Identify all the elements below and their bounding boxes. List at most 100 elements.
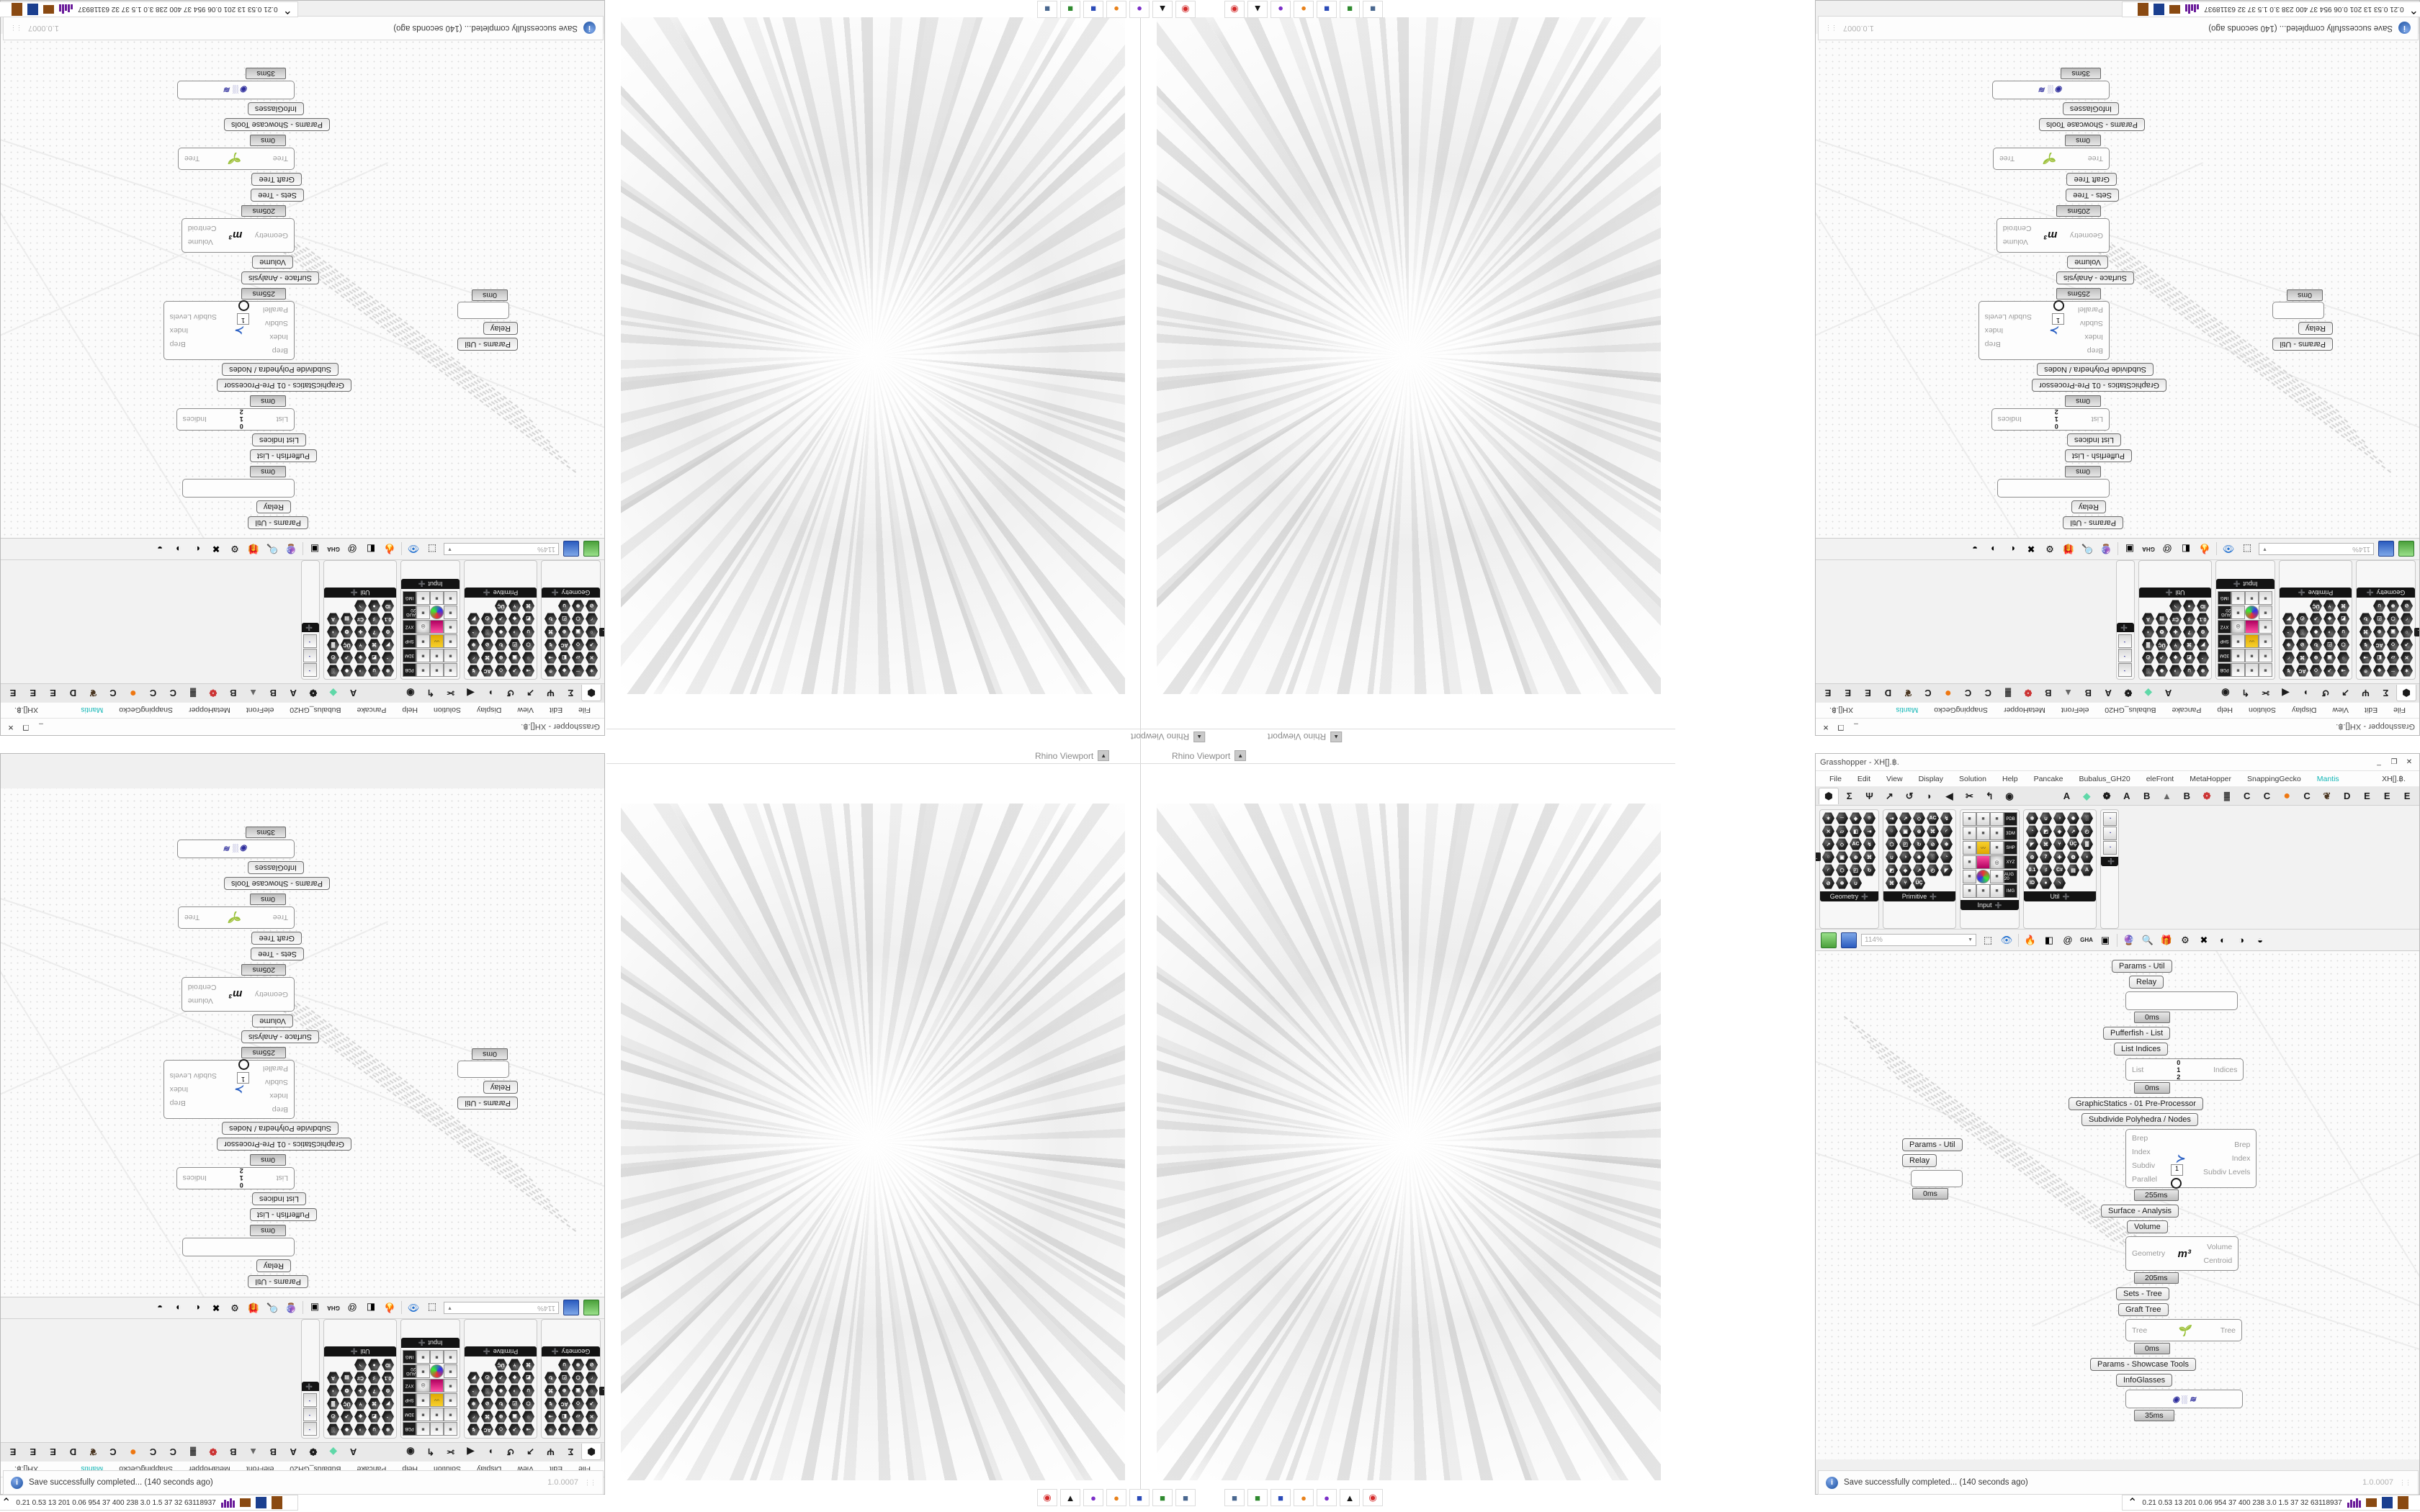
- bake-icon[interactable]: 🔥: [2024, 934, 2037, 945]
- ribbon-tab-weaverbird[interactable]: ❁: [309, 688, 318, 699]
- node-group-label[interactable]: List Indices: [2066, 433, 2121, 446]
- ribbon-item-icon[interactable]: ⇥: [544, 652, 557, 664]
- ribbon-item-icon[interactable]: ◈: [354, 652, 367, 664]
- ribbon-tabs[interactable]: ⬢ Σ Ψ ↗ ↺ ◗ ◀ ✂ ↰ ◉ A ◆ ❁ A B ▲ B ❁ ▓ C C ● C ❦ D E E E: [1, 1442, 604, 1461]
- save-blue-icon[interactable]: ■: [1083, 1, 1103, 18]
- menu-edit[interactable]: Edit: [1857, 774, 1871, 783]
- ribbon-item-icon[interactable]: ○: [522, 652, 534, 664]
- ribbon-item-icon[interactable]: [430, 620, 444, 634]
- ribbon-item-icon[interactable]: ÜÇ: [2067, 838, 2079, 850]
- ribbon-item-icon[interactable]: ■: [416, 649, 430, 662]
- ribbon-tab-cocoon[interactable]: C: [149, 688, 157, 698]
- viewport-maximize-icon[interactable]: ▲: [1193, 732, 1206, 742]
- ribbon-tab-e[interactable]: E: [2364, 791, 2370, 801]
- ribbon-tab-lunchbox[interactable]: ▲: [248, 688, 258, 698]
- ribbon-item-icon[interactable]: ⊕: [495, 1410, 507, 1423]
- ribbon-item-icon[interactable]: [1976, 855, 1990, 869]
- ribbon-item-icon[interactable]: ❄: [2282, 639, 2295, 651]
- input-port-index[interactable]: Index: [2084, 333, 2103, 342]
- cluster-2-icon[interactable]: 🔮: [2123, 934, 2136, 945]
- ribbon-item-icon[interactable]: ◤: [382, 639, 394, 651]
- ribbon-tab-display[interactable]: ◉: [2221, 688, 2230, 699]
- ribbon-item-icon[interactable]: ◴: [481, 613, 493, 625]
- ribbon-tab-a[interactable]: A: [2164, 688, 2172, 698]
- ribbon-item-icon[interactable]: ■: [444, 1364, 457, 1378]
- ribbon-item-icon[interactable]: ◤: [1940, 864, 1953, 876]
- output-port-index[interactable]: Index: [169, 326, 189, 335]
- ribbon-item-icon[interactable]: ⌘: [544, 1385, 557, 1397]
- resize-grip-icon[interactable]: ⋮⋮: [584, 1478, 596, 1486]
- ribbon-item-icon[interactable]: ↯: [467, 1423, 480, 1436]
- cluster-2-icon[interactable]: 🔮: [2099, 544, 2112, 555]
- GHA-icon[interactable]: GHA: [2080, 937, 2093, 943]
- rhino-icon[interactable]: ◉: [1363, 1489, 1383, 1506]
- ribbon-item-icon[interactable]: ↻: [2360, 613, 2372, 625]
- ribbon-item-icon[interactable]: ↗: [341, 1410, 353, 1423]
- output-port-tree[interactable]: Tree: [1999, 154, 2015, 163]
- ribbon-panel-geometry[interactable]: ✶ ─ ◈ ⌾ ✕ ▱ ◧ ⇥ ↗ ◇ AC ↯ ○ ▣ ⊕ ⌘ ◜ ⬡ ◰ ↻ ⊘ ❄ ∪ Geometry ➕: [1819, 809, 1879, 929]
- ribbon-item-icon[interactable]: ▱: [2387, 652, 2399, 664]
- ribbon-item-icon[interactable]: 7: [368, 626, 380, 638]
- ribbon-panel-primitive[interactable]: ⇥ ↗ ◇ AC ↯ ○ ▣ ⊕ ⌘ ◜ ⬡ ◰ ↻ ⊘ ❄ ∪ ◑ ✹ ░ ◔ ◩ ◈ ↗ ◴ ◤ ⌘ ⑂ ÜÇ Primitive ➕: [1883, 809, 1956, 929]
- node-group-label[interactable]: GraphicStatics - 01 Pre-Processor: [217, 1138, 351, 1151]
- ribbon-tab-c[interactable]: C: [2243, 791, 2251, 801]
- ribbon-panel-expand-icon[interactable]: ➕: [551, 589, 559, 596]
- messenger-icon[interactable]: ●: [1129, 1, 1150, 18]
- ribbon-tab-cocoon[interactable]: C: [149, 1446, 157, 1457]
- ribbon-panel-primitive[interactable]: ⇥ ↗ ◇ AC ↯ ○ ▣ ⊕ ⌘ ◜ ⬡ ◰ ↻ ⊘ ❄ ∪ ◑ ✹ ░ ◔ ◩ ◈ ↗ ◴ ◤ ⌘ ⑂ ÜÇ Primitive ➕: [464, 1319, 537, 1439]
- ribbon-item-icon[interactable]: ↗: [2067, 825, 2079, 837]
- ribbon-tab-lattice[interactable]: ▓: [190, 1447, 197, 1457]
- ribbon-item-icon[interactable]: IMG: [403, 591, 416, 605]
- side-node-group-label[interactable]: Relay: [483, 1081, 518, 1094]
- ribbon-item-icon[interactable]: ◈: [2053, 825, 2066, 837]
- ribbon-item-icon[interactable]: ⊘: [481, 1398, 493, 1410]
- ribbon-item-icon[interactable]: ●: [2183, 600, 2195, 612]
- ribbon-item-icon[interactable]: ■: [444, 649, 457, 662]
- ribbon-item-icon[interactable]: ⌘: [522, 1359, 534, 1371]
- ribbon-tab-a[interactable]: A: [2123, 791, 2130, 801]
- zoom-extents-icon[interactable]: ⬚: [427, 544, 437, 555]
- save-green-icon[interactable]: ■: [1340, 1, 1360, 18]
- ribbon-tab-curve[interactable]: ↺: [506, 1446, 515, 1458]
- ribbon-item-icon[interactable]: PDB: [403, 1422, 416, 1436]
- ribbon-panel-expand-icon[interactable]: ➕: [2062, 893, 2070, 900]
- ribbon-item-icon[interactable]: ◩: [522, 613, 534, 625]
- ribbon-item-icon[interactable]: ◜: [2401, 613, 2413, 625]
- node-group-label[interactable]: Graft Tree: [2118, 1303, 2169, 1316]
- ribbon-item-icon[interactable]: ⊕: [2373, 626, 2385, 638]
- input-port-index[interactable]: Index: [269, 333, 288, 342]
- ribbon-item-icon[interactable]: ○: [586, 626, 598, 638]
- node-group-label[interactable]: Subdivide Polyhedra / Nodes: [2037, 363, 2154, 376]
- ribbon-item-icon[interactable]: ░: [327, 665, 339, 677]
- ribbon-item-icon[interactable]: ■: [1990, 827, 2004, 840]
- ribbon-item-icon[interactable]: [430, 606, 444, 619]
- gh-component[interactable]: Tree 🌱 Tree: [2125, 1319, 2242, 1341]
- ribbon-item-icon[interactable]: [430, 1379, 444, 1392]
- ribbon-item-icon[interactable]: ↻: [544, 1372, 557, 1384]
- remap-icon[interactable]: ◒: [2257, 935, 2263, 945]
- pipeline-icon[interactable]: 🎁: [247, 544, 260, 555]
- ribbon-item-icon[interactable]: ◴: [327, 1410, 339, 1423]
- ribbon-tab-kangaroo[interactable]: ❁: [209, 1446, 218, 1458]
- node-group-label[interactable]: GraphicStatics - 01 Pre-Processor: [217, 379, 351, 392]
- scribble-icon[interactable]: ⚙: [230, 544, 239, 555]
- subdiv-value-field[interactable]: 1: [237, 1072, 249, 1084]
- ribbon-item-icon[interactable]: ⌾: [544, 665, 557, 677]
- viewport-label-bar-top-left[interactable]: ▲ Rhino Viewport: [1131, 732, 1206, 742]
- node-group-label[interactable]: Params - Showcase Tools: [2090, 1358, 2196, 1371]
- firefox-icon[interactable]: ●: [1106, 1489, 1126, 1506]
- rhino-icon[interactable]: ◉: [1037, 1489, 1057, 1506]
- ribbon-item-icon[interactable]: ■: [430, 1408, 444, 1421]
- ribbon-item-icon[interactable]: ⚙: [2197, 626, 2209, 638]
- ribbon-panel-expand-icon[interactable]: ➕: [2233, 580, 2241, 588]
- ribbon-panel-geometry[interactable]: ✶ ─ ◈ ⌾ ✕ ▱ ◧ ⇥ ↗ ◇ AC ↯ ○ ▣ ⊕ ⌘ ◜ ⬡ ◰ ↻ ⊘ ❄ ∪ Geometry ➕: [541, 1319, 601, 1439]
- ribbon-panel-primitive[interactable]: ⇥ ↗ ◇ AC ↯ ○ ▣ ⊕ ⌘ ◜ ⬡ ◰ ↻ ⊘ ❄ ∪ ◑ ✹ ░ ◔ ◩ ◈ ↗ ◴ ◤ ⌘ ⑂ ÜÇ Primitive ➕: [464, 560, 537, 680]
- ribbon-panel-expand-icon[interactable]: ➕: [1930, 893, 1937, 900]
- save-blue-icon[interactable]: ■: [1270, 1489, 1291, 1506]
- minimize-button[interactable]: _: [1854, 723, 1858, 731]
- ribbon-item-icon[interactable]: AC: [481, 665, 493, 677]
- ribbon-tab-b[interactable]: B: [2045, 688, 2052, 698]
- input-port-parallel[interactable]: Parallel: [262, 305, 288, 315]
- output-port-tree[interactable]: Tree: [2220, 1326, 2236, 1335]
- ribbon-item-icon[interactable]: AUG 20: [403, 606, 416, 619]
